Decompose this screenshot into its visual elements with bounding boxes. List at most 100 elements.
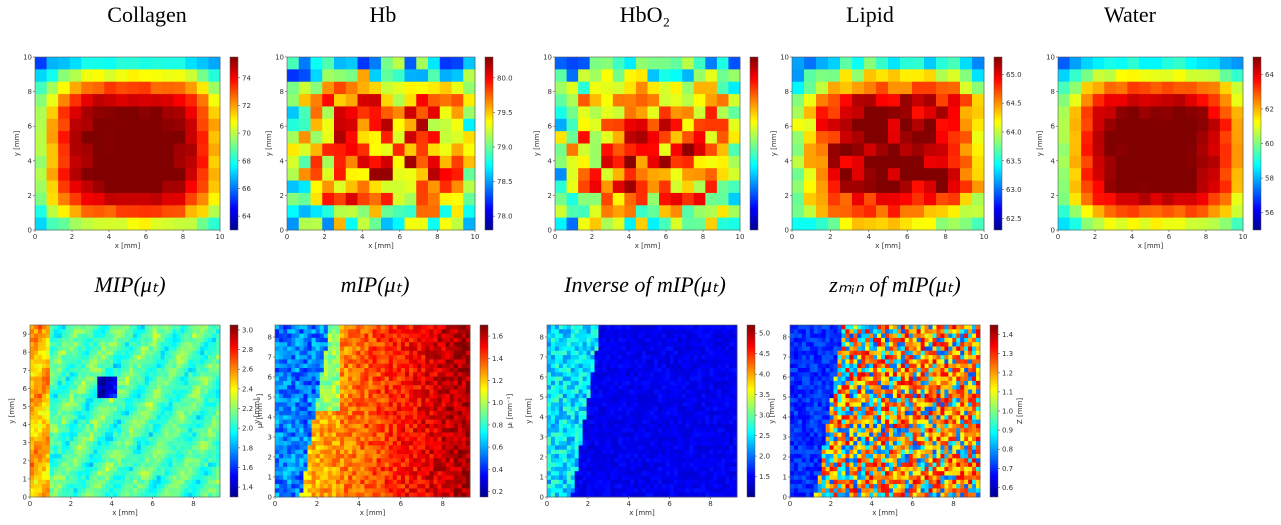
heatmap-cell [180,471,184,476]
heatmap-cell [133,420,137,425]
heatmap-cell [393,144,405,157]
heatmap-cell [129,493,133,498]
heatmap-cell [360,377,364,382]
heatmap-cell [352,454,356,459]
heatmap-cell [308,329,312,334]
heatmap-cell [324,390,328,395]
heatmap-cell [200,488,204,493]
heatmap-cell [93,463,97,468]
heatmap [30,325,220,497]
heatmap-cell [1151,218,1163,231]
heatmap-cell [50,471,54,476]
heatmap-cell [397,450,401,455]
heatmap-cell [356,445,360,450]
heatmap-cell [104,82,116,95]
heatmap-cell [104,106,116,119]
heatmap-cell [173,433,177,438]
heatmap-cell [344,411,348,416]
heatmap-cell [145,445,149,450]
heatmap-cell [74,385,78,390]
heatmap-cell [972,181,984,194]
heatmap-cell [316,450,320,455]
heatmap-cell [299,193,311,206]
heatmap-cell [169,420,173,425]
heatmap-cell [185,168,197,181]
heatmap-cell [421,329,425,334]
heatmap-cell [101,480,105,485]
heatmap-cell [360,351,364,356]
heatmap-cell [109,441,113,446]
heatmap-cell [212,347,216,352]
heatmap-cell [176,359,180,364]
heatmap-cell [413,458,417,463]
heatmap-cell [89,385,93,390]
heatmap-cell [1185,205,1197,218]
heatmap-cell [864,156,876,169]
heatmap-cell [413,424,417,429]
heatmap-cell [162,94,174,107]
heatmap-cell [121,385,125,390]
heatmap-cell [397,329,401,334]
heatmap-cell [58,381,62,386]
heatmap-cell [50,402,54,407]
heatmap-cell [125,390,129,395]
heatmap-cell [153,402,157,407]
heatmap-cell [364,411,368,416]
heatmap-cell [34,398,38,403]
heatmap-cell [185,57,197,70]
heatmap-cell [368,437,372,442]
heatmap-cell [1058,218,1070,231]
heatmap-cell [377,428,381,433]
heatmap-cell [864,131,876,144]
heatmap-cell [320,355,324,360]
heatmap-cell [450,454,454,459]
heatmap-cell [54,329,58,334]
heatmap-cell [188,433,192,438]
heatmap-cell [344,445,348,450]
heatmap-cell [78,428,82,433]
heatmap-cell [397,433,401,438]
colorbar-tick-label: 79.0 [497,143,513,151]
heatmap-cell [275,364,279,369]
heatmap-cell [141,407,145,412]
heatmap-cell [792,57,804,70]
heatmap-cell [204,428,208,433]
heatmap-cell [429,325,433,330]
heatmap-cell [192,329,196,334]
heatmap-cell [74,458,78,463]
heatmap-cell [936,131,948,144]
heatmap-cell [385,420,389,425]
heatmap-cell [176,415,180,420]
heatmap-cell [279,476,283,481]
heatmap-cell [442,342,446,347]
heatmap-cell [425,441,429,446]
heatmap-cell [97,471,101,476]
heatmap-cell [438,372,442,377]
heatmap-cell [401,428,405,433]
heatmap-cell [705,205,717,218]
heatmap-cell [212,364,216,369]
heatmap-cell [47,144,59,157]
heatmap-cell [458,420,462,425]
heatmap-cell [176,338,180,343]
heatmap-cell [1058,156,1070,169]
heatmap-cell [312,359,316,364]
heatmap-cell [35,156,47,169]
heatmap-cell [46,325,50,330]
heatmap-cell [458,450,462,455]
heatmap-cell [1220,119,1232,132]
heatmap-cell [320,329,324,334]
heatmap-cell [62,372,66,377]
heatmap-cell [141,458,145,463]
heatmap-cell [204,424,208,429]
heatmap-cell [81,398,85,403]
heatmap-cell [1116,168,1128,181]
heatmap-cell [42,411,46,416]
heatmap-cell [200,351,204,356]
heatmap-cell [208,119,220,132]
heatmap-cell [936,69,948,82]
heatmap-cell [137,398,141,403]
heatmap-cell [450,372,454,377]
heatmap-cell [804,144,816,157]
heatmap-cell [1185,193,1197,206]
